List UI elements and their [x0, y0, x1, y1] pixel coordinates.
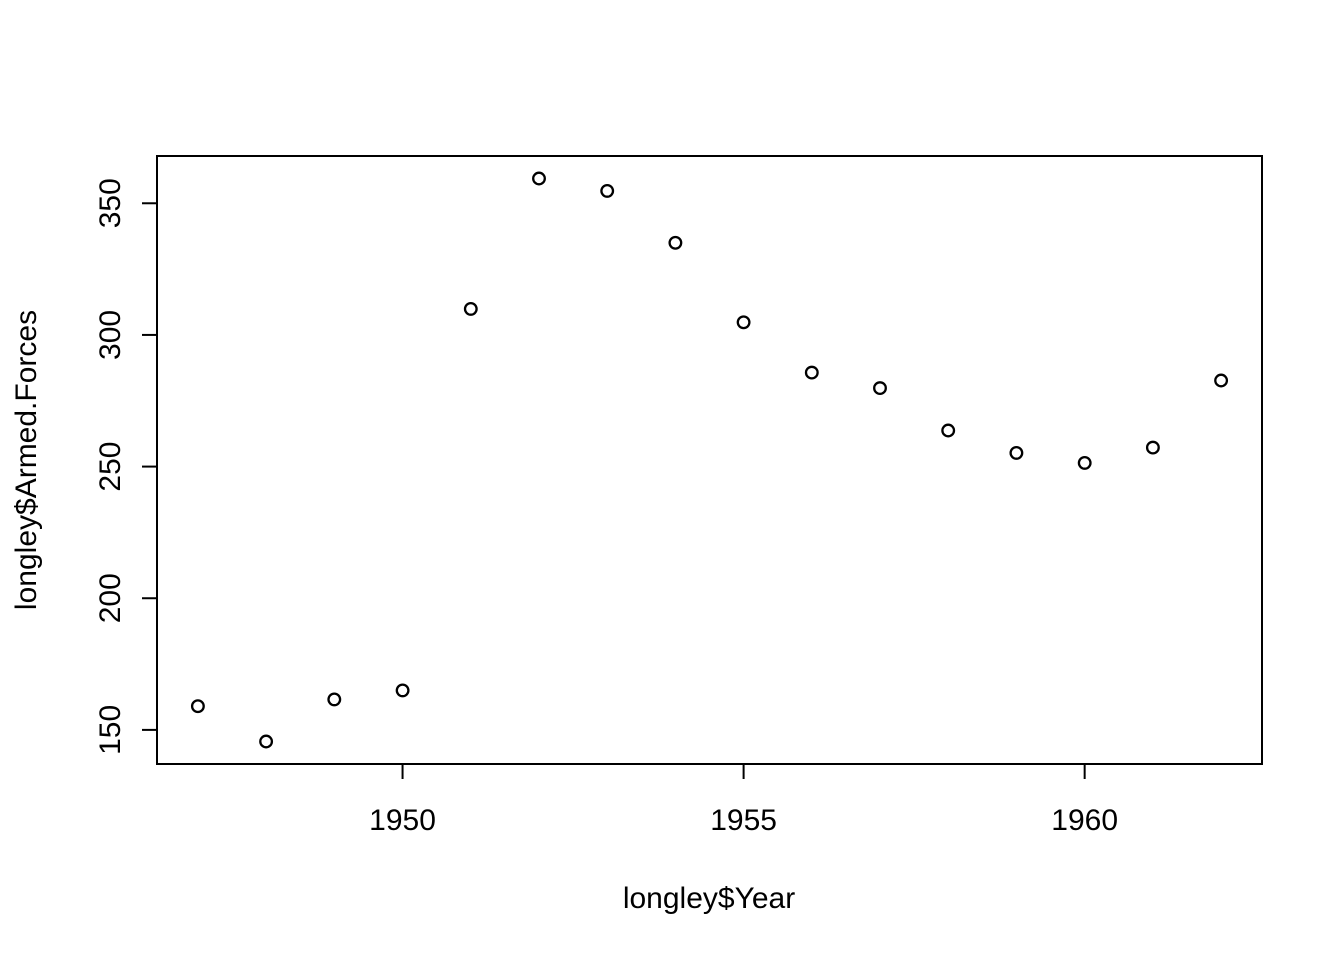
data-point	[463, 301, 478, 316]
data-point	[1214, 373, 1229, 388]
data-point	[395, 683, 410, 698]
data-point	[259, 734, 274, 749]
data-point	[1009, 445, 1024, 460]
y-tick-label: 350	[94, 178, 127, 228]
data-point	[1077, 455, 1092, 470]
x-axis-title: longley$Year	[623, 882, 795, 915]
data-point	[941, 423, 956, 438]
data-point	[327, 692, 342, 707]
data-point	[532, 171, 546, 186]
data-point	[190, 699, 205, 714]
y-tick-label: 150	[94, 705, 127, 755]
y-tick-label: 250	[94, 442, 127, 492]
y-axis-title: longley$Armed.Forces	[10, 310, 43, 610]
x-tick-label: 1950	[369, 804, 436, 837]
y-tick-label: 200	[94, 573, 127, 623]
x-tick-label: 1955	[710, 804, 777, 837]
data-point	[873, 381, 887, 396]
plot-frame	[156, 155, 1263, 765]
x-tick-label: 1960	[1051, 804, 1118, 837]
data-point	[804, 365, 819, 380]
data-point	[736, 315, 751, 330]
data-point	[600, 183, 615, 198]
y-tick-label: 300	[94, 310, 127, 360]
data-point	[1145, 440, 1160, 455]
data-point	[668, 235, 683, 250]
